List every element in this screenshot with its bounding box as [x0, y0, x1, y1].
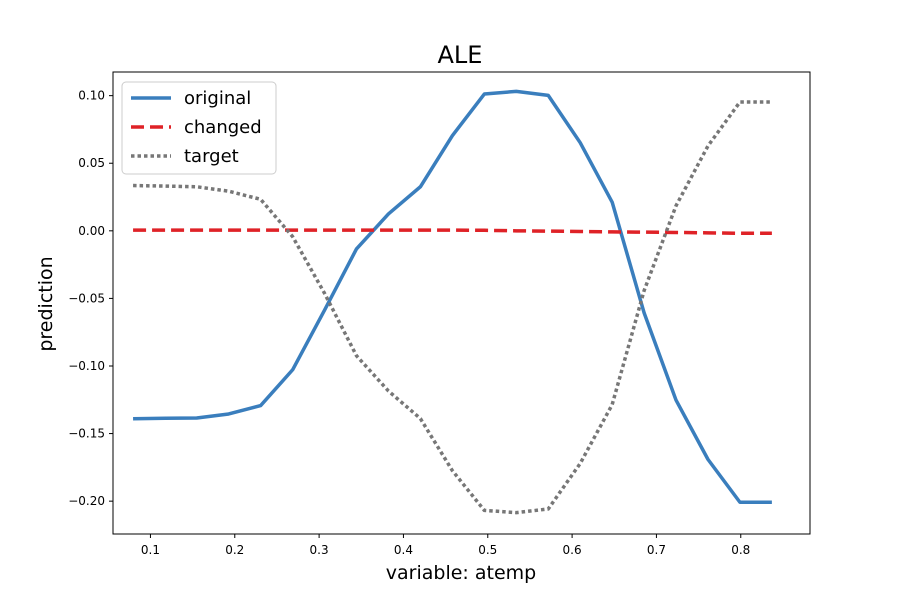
- y-tick-label: 0.05: [78, 156, 105, 170]
- series-line-target: [133, 100, 772, 515]
- y-tick-label: 0.00: [78, 224, 105, 238]
- series-line-original: [133, 89, 772, 504]
- y-tick-label: −0.20: [68, 494, 105, 508]
- y-axis: 0.10 0.05 0.00 −0.05 −0.10 −0.15 −0.20: [68, 89, 113, 508]
- x-tick-label: 0.3: [310, 543, 329, 557]
- legend-box: [121, 81, 277, 175]
- y-tick-label: −0.05: [68, 291, 105, 305]
- y-tick-label: −0.15: [68, 427, 105, 441]
- x-tick-label: 0.1: [141, 543, 160, 557]
- y-axis-label: prediction: [35, 256, 57, 351]
- x-tick-label: 0.7: [647, 543, 666, 557]
- legend-label-target: target: [184, 146, 239, 167]
- x-tick-label: 0.8: [731, 543, 750, 557]
- legend-label-original: original: [184, 88, 251, 109]
- x-tick-label: 0.5: [478, 543, 497, 557]
- y-tick-label: 0.10: [78, 89, 105, 103]
- x-tick-label: 0.6: [563, 543, 582, 557]
- plot-frame: [112, 71, 811, 535]
- x-tick-label: 0.4: [394, 543, 413, 557]
- series-layer: [133, 89, 772, 515]
- y-tick-label: −0.10: [68, 359, 105, 373]
- x-axis-label: variable: atemp: [386, 562, 536, 584]
- chart-title: ALE: [438, 41, 483, 69]
- series-line-changed: [133, 228, 772, 235]
- x-axis: 0.1 0.2 0.3 0.4 0.5 0.6 0.7 0.8: [141, 534, 750, 557]
- x-tick-label: 0.2: [225, 543, 244, 557]
- legend: original changed target: [121, 81, 277, 175]
- legend-label-changed: changed: [184, 117, 262, 138]
